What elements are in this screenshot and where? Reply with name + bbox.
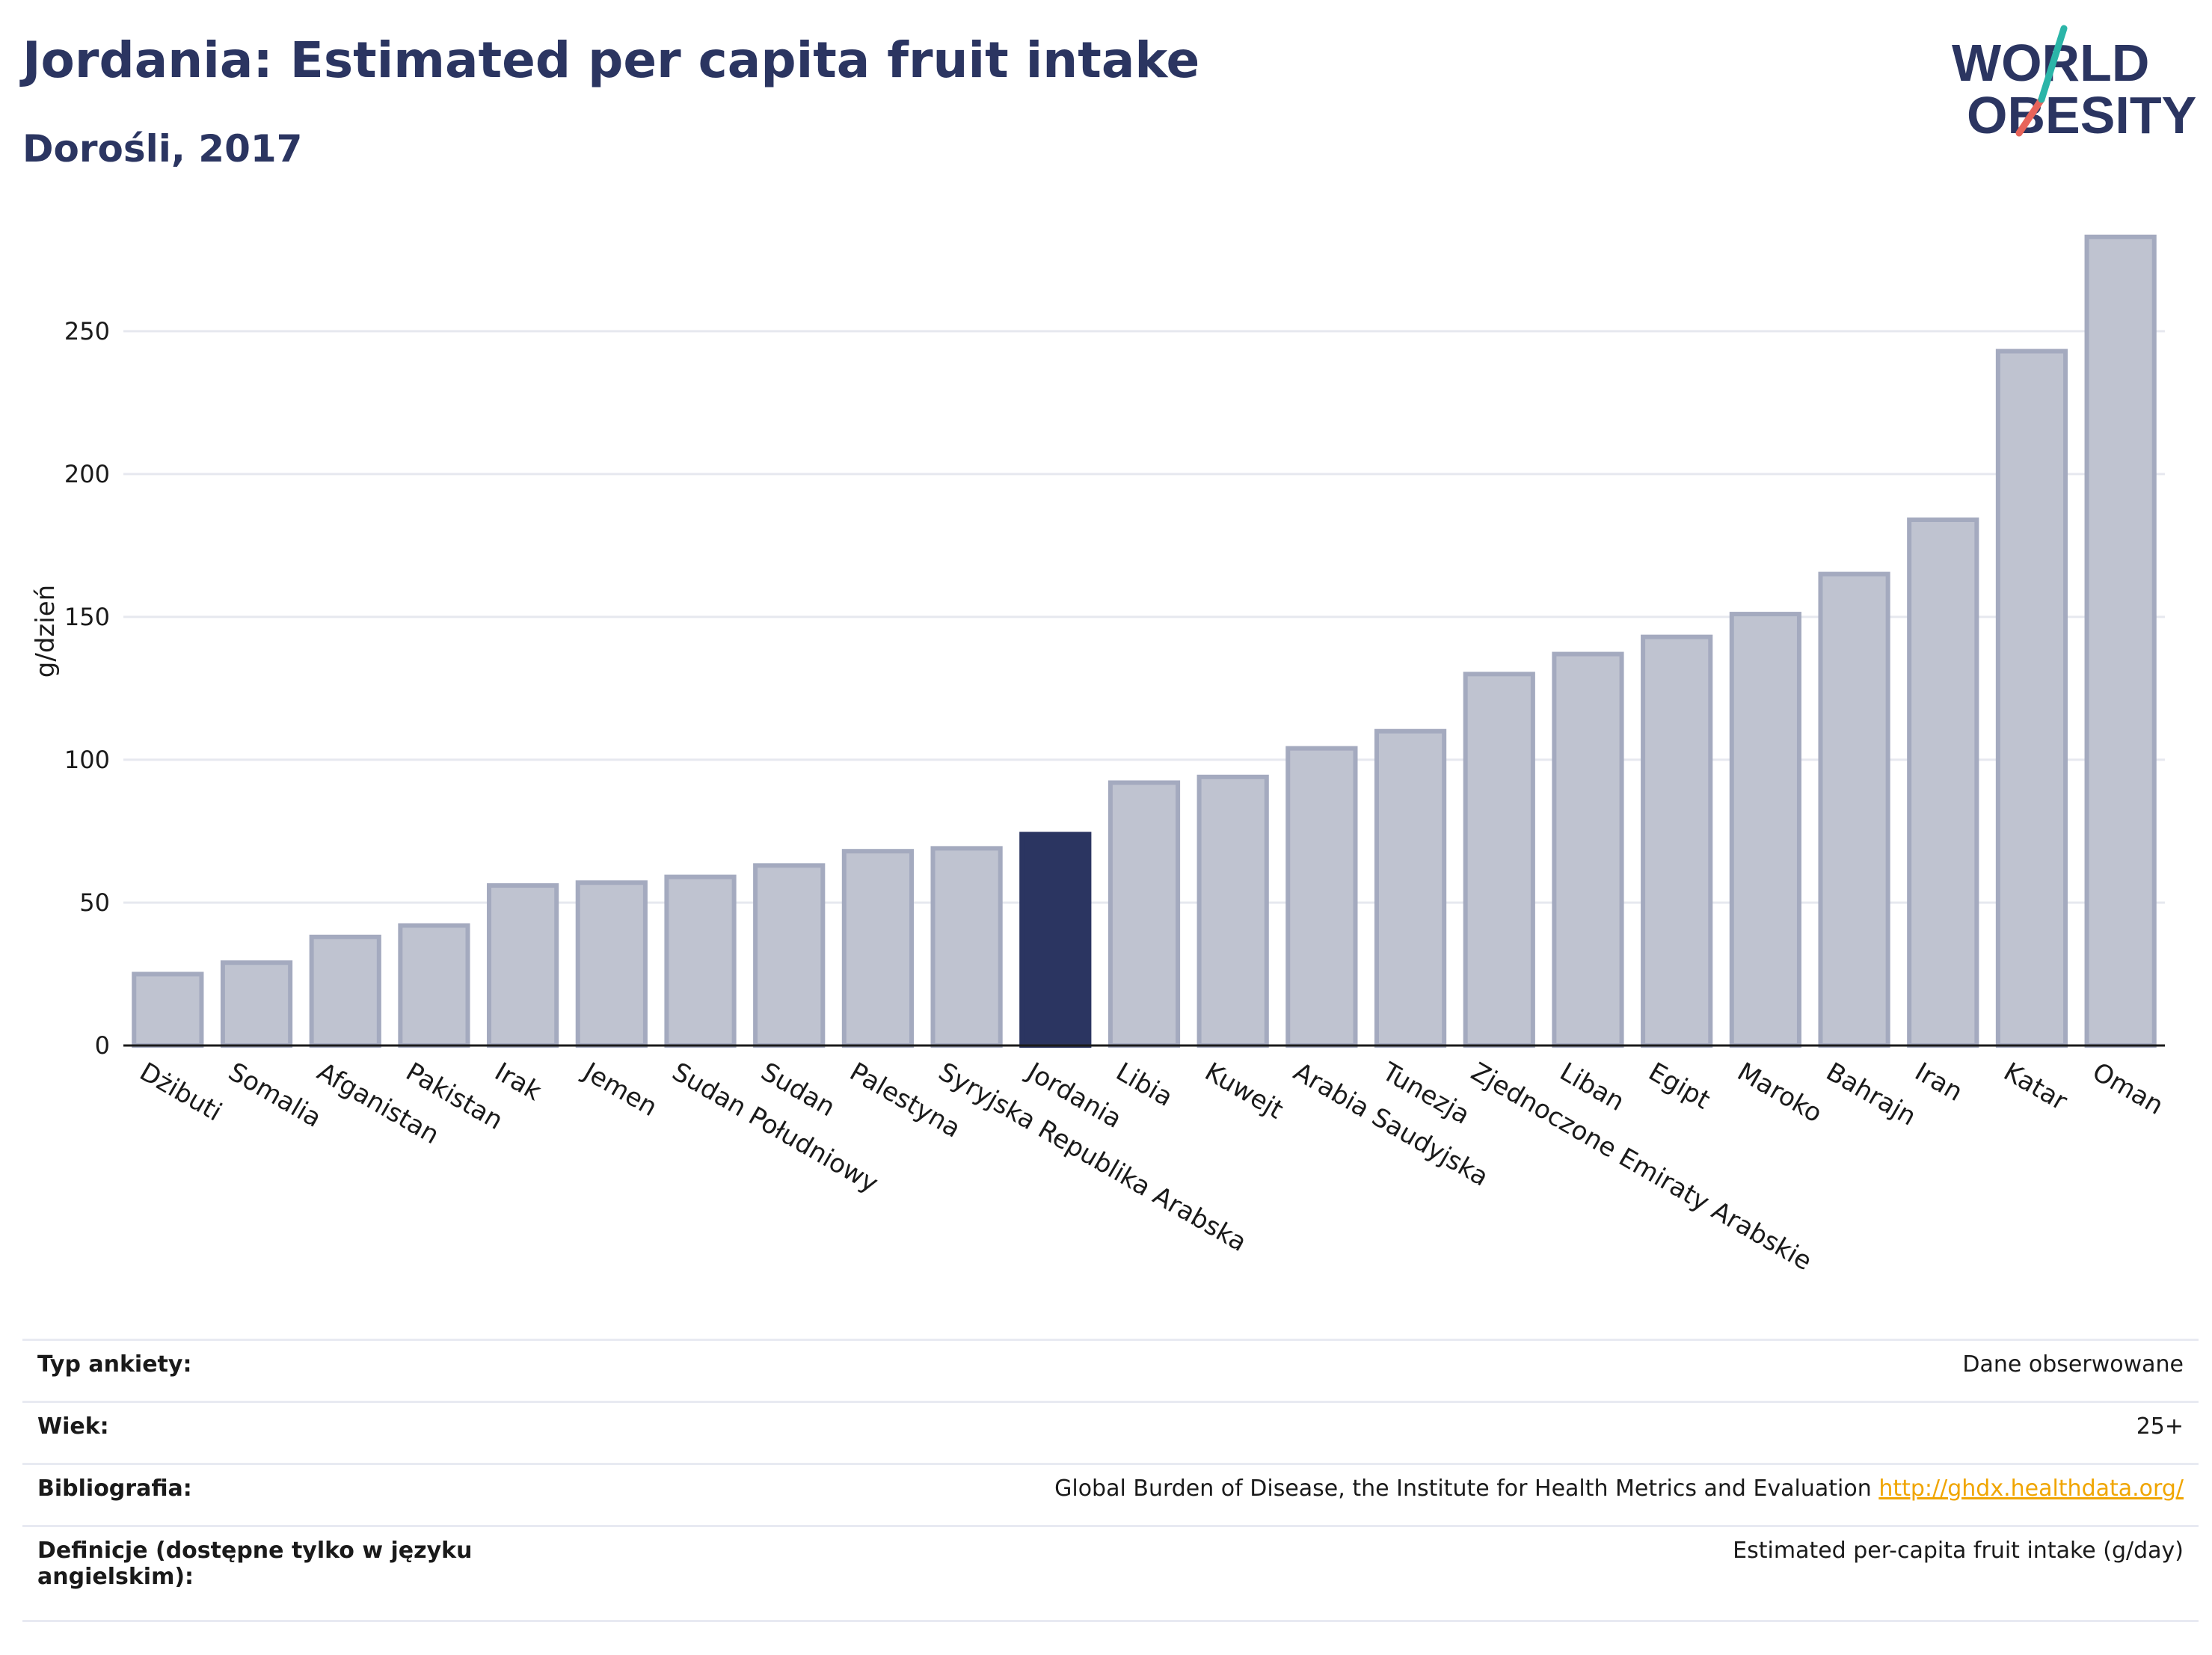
- bar: [1107, 780, 1181, 1048]
- y-tick-label: 0: [95, 1031, 110, 1060]
- y-tick-label: 200: [64, 460, 110, 488]
- bar: [1995, 348, 2068, 1048]
- bar: [132, 971, 204, 1048]
- info-row-age: Wiek: 25+: [22, 1401, 2199, 1464]
- x-tick-label: Maroko: [1732, 1057, 1827, 1129]
- info-key: Typ ankiety:: [22, 1339, 516, 1402]
- y-tick-label: 100: [64, 746, 110, 774]
- info-row-bibliography: Bibliografia: Global Burden of Disease, …: [22, 1463, 2199, 1526]
- world-obesity-logo: WORLD OBESITY: [1944, 21, 2199, 156]
- info-key: Wiek:: [22, 1401, 516, 1464]
- y-tick-label: 150: [64, 603, 110, 631]
- info-value: Estimated per-capita fruit intake (g/day…: [516, 1525, 2199, 1622]
- chart-subtitle: Dorośli, 2017: [22, 127, 303, 171]
- x-tick-label: Katar: [1998, 1057, 2072, 1117]
- bibliography-link[interactable]: http://ghdx.healthdata.org/: [1878, 1476, 2184, 1502]
- x-tick-label: Iran: [1910, 1057, 1967, 1108]
- bar: [841, 849, 915, 1048]
- x-tick-label: Jemen: [577, 1056, 663, 1123]
- bar: [1374, 728, 1447, 1048]
- x-tick-label: Egipt: [1644, 1057, 1715, 1115]
- info-value: 25+: [516, 1401, 2199, 1464]
- info-row-definitions: Definicje (dostępne tylko w języku angie…: [22, 1525, 2199, 1622]
- bar-chart: 050100150200250g/dzieńDżibutiSomaliaAfga…: [31, 234, 2169, 1277]
- bar: [398, 923, 470, 1048]
- info-key: Definicje (dostępne tylko w języku angie…: [22, 1525, 516, 1622]
- bar: [2084, 234, 2157, 1048]
- bar: [1641, 634, 1713, 1048]
- bar: [575, 880, 648, 1048]
- x-tick-label: Syryjska Republika Arabska: [933, 1057, 1252, 1258]
- bar: [1285, 746, 1358, 1048]
- x-tick-label: Bahrajn: [1821, 1057, 1921, 1132]
- bar: [220, 960, 293, 1048]
- bar: [930, 846, 1003, 1048]
- x-tick-label: Libia: [1111, 1057, 1179, 1113]
- bar: [1019, 832, 1092, 1048]
- bar: [309, 934, 381, 1048]
- x-tick-label: Kuwejt: [1199, 1057, 1288, 1125]
- bar: [1552, 651, 1624, 1048]
- x-tick-label: Oman: [2087, 1057, 2169, 1121]
- bar: [1463, 672, 1535, 1048]
- bar: [487, 883, 559, 1048]
- x-tick-label: Dżibuti: [135, 1057, 227, 1127]
- y-axis-label: g/dzień: [31, 585, 61, 678]
- bar: [753, 863, 826, 1048]
- bar: [1907, 517, 1979, 1048]
- info-value: Dane obserwowane: [516, 1339, 2199, 1402]
- chart-title: Jordania: Estimated per capita fruit int…: [22, 31, 1200, 89]
- info-row-survey-type: Typ ankiety: Dane obserwowane: [22, 1339, 2199, 1402]
- y-tick-label: 250: [64, 317, 110, 346]
- logo-line2: OBESITY: [1967, 86, 2196, 144]
- y-tick-label: 50: [79, 888, 110, 917]
- x-tick-label: Irak: [490, 1057, 547, 1107]
- info-table: Typ ankiety: Dane obserwowane Wiek: 25+ …: [22, 1339, 2199, 1622]
- bar: [1196, 774, 1269, 1048]
- bar: [664, 874, 737, 1048]
- info-value: Global Burden of Disease, the Institute …: [516, 1463, 2199, 1526]
- bar: [1729, 612, 1801, 1048]
- bar: [1818, 571, 1890, 1048]
- info-key: Bibliografia:: [22, 1463, 516, 1526]
- bibliography-text: Global Burden of Disease, the Institute …: [1054, 1476, 1872, 1502]
- x-tick-label: Somalia: [224, 1057, 327, 1134]
